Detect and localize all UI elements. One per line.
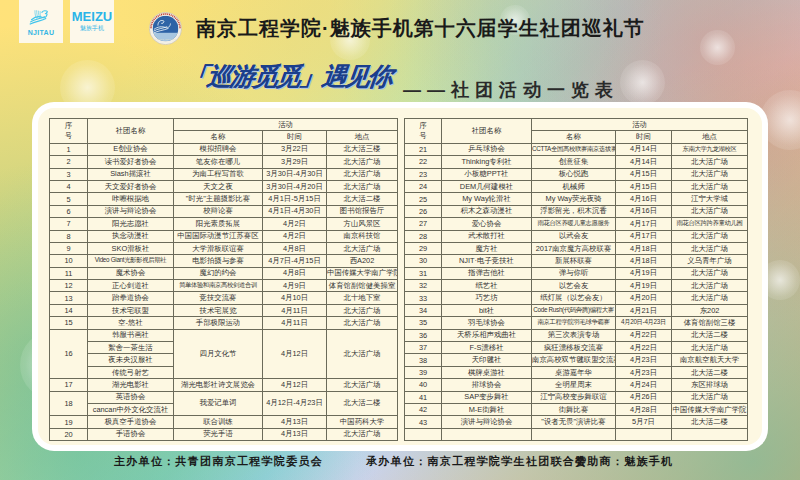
svg-text:NANJING INSTITUTE: NANJING INSTITUTE [154, 38, 178, 40]
